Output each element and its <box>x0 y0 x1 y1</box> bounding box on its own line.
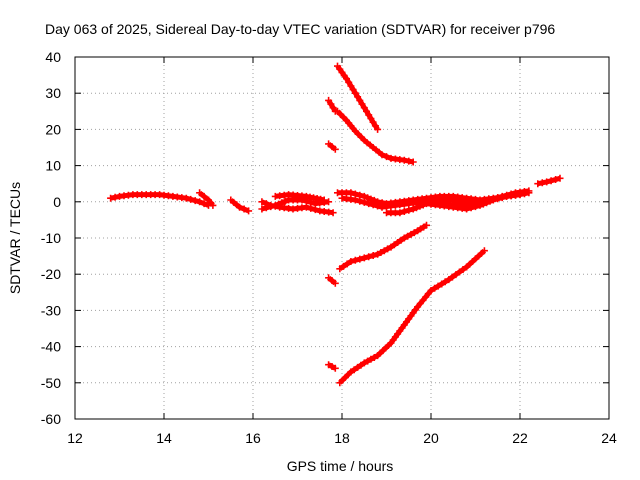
chart-title: Day 063 of 2025, Sidereal Day-to-day VTE… <box>45 21 555 37</box>
data-track-3 <box>227 196 253 215</box>
x-tick-label: 16 <box>245 430 261 446</box>
y-tick-label: -20 <box>41 266 61 282</box>
data-track-line <box>335 109 414 165</box>
data-track-1 <box>107 191 212 209</box>
data-layer <box>107 62 564 387</box>
y-tick-label: -60 <box>41 411 61 427</box>
y-tick-label: 10 <box>45 158 61 174</box>
data-track-10 <box>325 361 339 372</box>
data-track-markers <box>336 247 488 387</box>
data-track-17 <box>336 221 430 273</box>
x-tick-label: 24 <box>601 430 617 446</box>
x-axis-tick-labels: 12 14 16 18 20 22 24 <box>67 430 617 446</box>
y-tick-label: -40 <box>41 339 61 355</box>
y-axis-tick-labels: -60 -50 -40 -30 -20 -10 0 10 20 30 40 <box>41 49 61 427</box>
data-track-markers <box>325 274 339 287</box>
data-track-11 <box>334 62 382 133</box>
data-track-markers <box>336 221 430 273</box>
x-tick-label: 22 <box>512 430 528 446</box>
data-track-12 <box>334 107 417 166</box>
y-tick-label: 20 <box>45 121 61 137</box>
y-tick-label: -50 <box>41 375 61 391</box>
x-tick-label: 14 <box>156 430 172 446</box>
data-track-markers <box>271 191 328 204</box>
data-track-markers <box>227 196 253 215</box>
data-track-markers <box>258 196 333 213</box>
y-tick-label: 40 <box>45 49 61 65</box>
data-track-16 <box>423 198 484 209</box>
axis-ticks <box>74 56 610 420</box>
data-track-markers <box>423 198 484 209</box>
data-track-markers <box>196 189 217 209</box>
x-axis-title: GPS time / hours <box>287 458 394 474</box>
data-track-markers <box>334 107 417 166</box>
y-tick-label: 0 <box>53 194 61 210</box>
data-track-markers <box>325 361 339 372</box>
data-track-19 <box>534 174 564 188</box>
y-tick-label: -10 <box>41 230 61 246</box>
data-track-6 <box>271 191 328 204</box>
data-track-5 <box>258 196 333 213</box>
data-track-7 <box>325 96 339 115</box>
data-track-line <box>326 99 338 113</box>
data-track-markers <box>534 174 564 188</box>
data-track-9 <box>325 274 339 287</box>
data-track-8 <box>325 140 339 153</box>
y-axis-title: SDTVAR / TECUs <box>7 182 23 294</box>
y-tick-label: -30 <box>41 302 61 318</box>
data-track-markers <box>334 62 382 133</box>
data-track-2 <box>196 189 217 209</box>
grid <box>75 57 609 419</box>
x-tick-label: 12 <box>67 430 83 446</box>
data-track-markers <box>325 140 339 153</box>
x-tick-label: 18 <box>334 430 350 446</box>
data-track-18 <box>336 247 488 387</box>
y-tick-label: 30 <box>45 85 61 101</box>
x-tick-label: 20 <box>423 430 439 446</box>
data-track-markers <box>107 191 212 209</box>
